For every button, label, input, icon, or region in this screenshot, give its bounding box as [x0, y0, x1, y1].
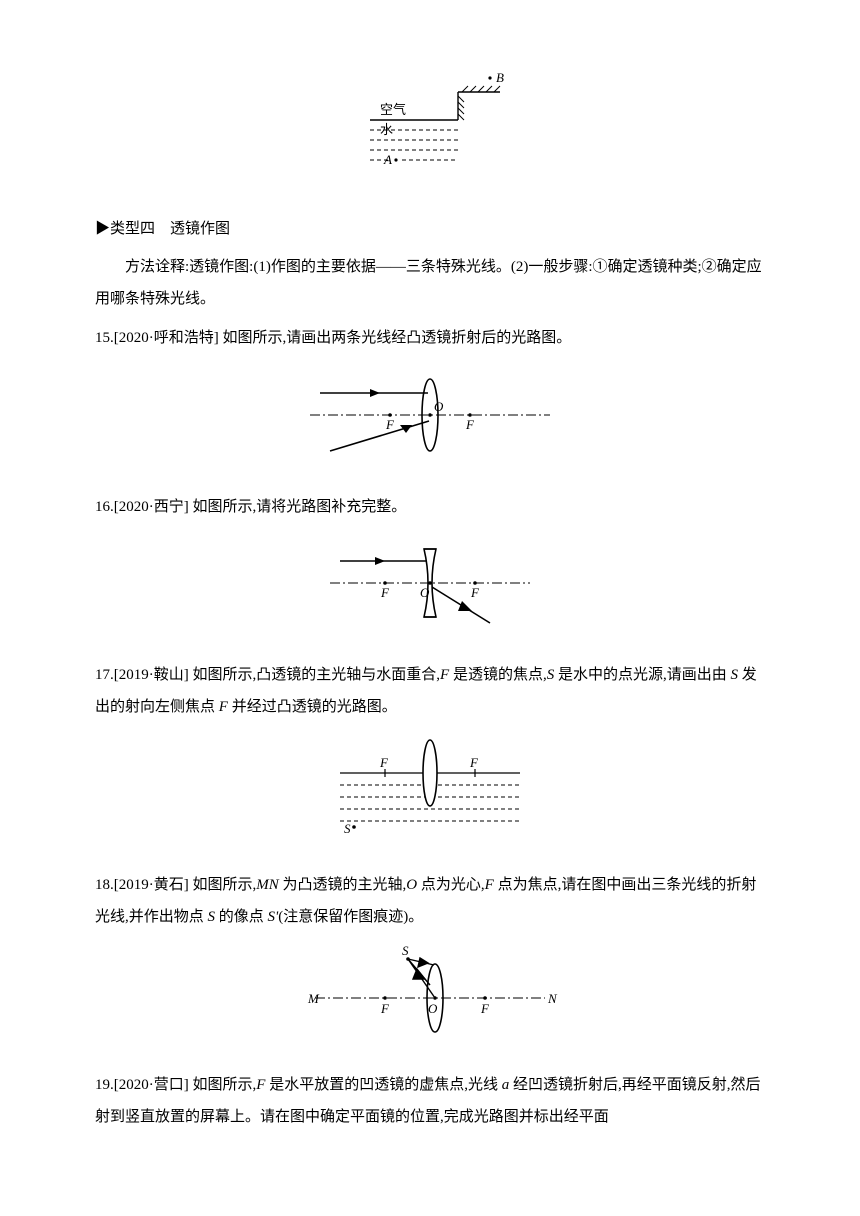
method-text: 方法诠释:透镜作图:(1)作图的主要依据——三条特殊光线。(2)一般步骤:①确定… [95, 252, 765, 315]
p19-text-a: 如图所示, [189, 1077, 257, 1093]
p17-text-b: 是透镜的焦点, [449, 667, 547, 683]
p15-src: [2020·呼和浩特] [114, 330, 219, 346]
p18-num: 18. [95, 877, 114, 893]
p17-F-left: F [379, 755, 389, 770]
figure-16: F O F [95, 533, 765, 638]
p15-num: 15. [95, 330, 114, 346]
p17-src: [2019·鞍山] [114, 667, 189, 683]
p18-text-c: 点为光心, [417, 877, 485, 893]
p17-num: 17. [95, 667, 114, 683]
concave-lens-diagram-16: F O F [320, 533, 540, 633]
p18-text-f: (注意保留作图痕迹)。 [278, 909, 423, 925]
problem-16: 16.[2020·西宁] 如图所示,请将光路图补充完整。 [95, 492, 765, 524]
label-B: B [496, 70, 504, 85]
p15-F-right: F [465, 417, 475, 432]
p17-S-label: S [344, 821, 351, 836]
section-header: ▶类型四 透镜作图 [95, 217, 765, 238]
problem-18: 18.[2019·黄石] 如图所示,MN 为凸透镜的主光轴,O 点为光心,F 点… [95, 870, 765, 933]
p18-S: S [208, 909, 216, 925]
p18-text-b: 为凸透镜的主光轴, [279, 877, 407, 893]
problem-19: 19.[2020·营口] 如图所示,F 是水平放置的凹透镜的虚焦点,光线 a 经… [95, 1070, 765, 1133]
figure-air-water: B 空气 水 [95, 70, 765, 195]
p18-text-e: 的像点 [215, 909, 268, 925]
figure-15: F O F [95, 365, 765, 470]
lens-water-diagram-17: F F S [320, 733, 540, 843]
p18-F-right: F [480, 1001, 490, 1016]
p17-S2: S [730, 667, 738, 683]
figure-18: M N F O F S [95, 943, 765, 1048]
p17-text-e: 并经过凸透镜的光路图。 [228, 699, 397, 715]
p18-text-a: 如图所示, [189, 877, 257, 893]
p17-F2: F [219, 699, 228, 715]
p18-O-label: O [428, 1001, 438, 1016]
air-water-diagram: B 空气 水 [340, 70, 520, 190]
problem-15: 15.[2020·呼和浩特] 如图所示,请画出两条光线经凸透镜折射后的光路图。 [95, 323, 765, 355]
problem-17: 17.[2019·鞍山] 如图所示,凸透镜的主光轴与水面重合,F 是透镜的焦点,… [95, 660, 765, 723]
section-marker: ▶ [95, 221, 110, 237]
p18-M: M [307, 991, 320, 1006]
convex-lens-diagram-15: F O F [300, 365, 560, 465]
p18-S-label: S [402, 943, 409, 958]
figure-17: F F S [95, 733, 765, 848]
p17-text-a: 如图所示,凸透镜的主光轴与水面重合, [189, 667, 440, 683]
label-air: 空气 [380, 102, 406, 117]
convex-lens-diagram-18: M N F O F S [300, 943, 560, 1043]
p16-O: O [420, 585, 430, 600]
section-title: 类型四 透镜作图 [110, 221, 230, 237]
p18-Sp: S' [268, 909, 279, 925]
p15-F-left: F [385, 417, 395, 432]
p15-O: O [434, 399, 444, 414]
p17-F-right: F [469, 755, 479, 770]
p19-num: 19. [95, 1077, 114, 1093]
p19-src: [2020·营口] [114, 1077, 189, 1093]
p18-MN: MN [256, 877, 279, 893]
p15-text: 如图所示,请画出两条光线经凸透镜折射后的光路图。 [219, 330, 572, 346]
document-page: B 空气 水 [0, 0, 860, 1179]
p17-text-c: 是水中的点光源,请画出由 [554, 667, 730, 683]
p17-F: F [440, 667, 449, 683]
p16-F-right: F [470, 585, 480, 600]
p18-src: [2019·黄石] [114, 877, 189, 893]
p18-F-left: F [380, 1001, 390, 1016]
p16-text: 如图所示,请将光路图补充完整。 [189, 499, 407, 515]
p16-src: [2020·西宁] [114, 499, 189, 515]
p18-O: O [406, 877, 417, 893]
p16-num: 16. [95, 499, 114, 515]
p18-N: N [547, 991, 558, 1006]
p19-text-b: 是水平放置的凹透镜的虚焦点,光线 [265, 1077, 501, 1093]
label-A: A [383, 152, 392, 167]
p18-F: F [485, 877, 494, 893]
p16-F-left: F [380, 585, 390, 600]
